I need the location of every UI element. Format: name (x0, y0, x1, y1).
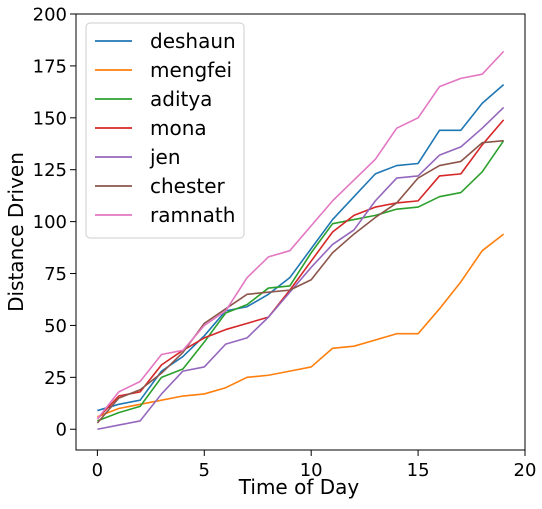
legend-label-aditya: aditya (150, 87, 212, 111)
y-tick-label: 150 (33, 108, 67, 129)
legend-label-jen: jen (149, 145, 181, 169)
legend-label-mengfei: mengfei (150, 58, 232, 82)
legend: deshaun mengfei aditya mona jen chester ramnat… (85, 22, 245, 239)
series-line-mona (96, 119, 505, 420)
y-tick-label: 25 (44, 368, 67, 389)
x-axis-label: Time of Day (238, 475, 360, 499)
y-tick-label: 75 (44, 264, 67, 285)
x-tick-label: 10 (300, 460, 323, 481)
legend-label-ramnath: ramnath (150, 203, 235, 227)
x-tick-label: 5 (199, 460, 210, 481)
y-axis-label: Distance Driven (4, 152, 28, 312)
x-axis-ticks: 0 5 10 15 20 (92, 450, 537, 481)
y-axis-ticks: 0 25 50 75 100 125 150 175 200 (33, 5, 76, 441)
series-line-jen (97, 106, 505, 431)
y-tick-label: 125 (33, 160, 67, 181)
series-lines (96, 50, 505, 431)
y-tick-label: 100 (33, 212, 67, 233)
series-line-chester (96, 139, 504, 424)
x-tick-label: 15 (407, 460, 430, 481)
x-tick-label: 0 (92, 460, 103, 481)
x-tick-label: 20 (514, 460, 537, 481)
series-line-mengfei (97, 233, 505, 418)
plot-area-frame (75, 13, 526, 451)
legend-box (85, 22, 245, 239)
y-tick-label: 200 (33, 5, 67, 26)
series-line-aditya (97, 140, 505, 422)
legend-label-deshaun: deshaun (150, 29, 236, 53)
y-tick-label: 50 (44, 316, 67, 337)
legend-label-mona: mona (150, 116, 207, 140)
y-tick-label: 175 (33, 56, 67, 77)
y-tick-label: 0 (56, 420, 67, 441)
series-line-ramnath (96, 50, 505, 420)
legend-label-chester: chester (150, 174, 226, 198)
